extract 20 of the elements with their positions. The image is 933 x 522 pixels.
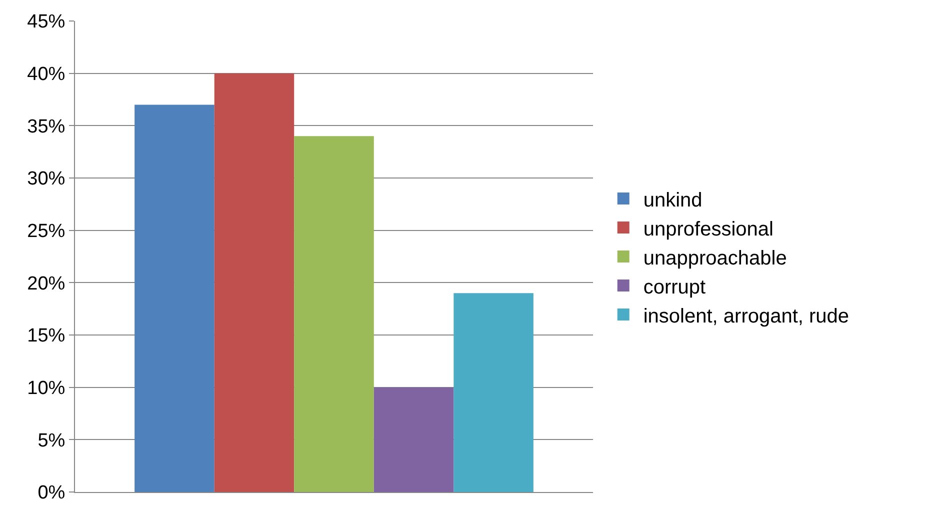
y-tick-label: 35% [27, 116, 66, 138]
y-tick-label: 30% [27, 168, 66, 190]
bar [294, 136, 374, 492]
y-tick-label: 5% [38, 430, 66, 452]
y-tick-label: 15% [27, 326, 66, 347]
bar [214, 73, 294, 492]
legend-label: corrupt [643, 276, 706, 298]
legend-label: unapproachable [643, 247, 787, 270]
legend-label: unkind [643, 189, 702, 212]
legend-label: unprofessional [643, 218, 774, 240]
y-tick-label: 20% [27, 273, 66, 294]
bar [374, 387, 454, 492]
bar [454, 293, 534, 492]
y-tick-label: 10% [27, 378, 66, 399]
y-tick-label: 25% [27, 220, 66, 242]
bar [134, 104, 214, 492]
y-tick-label: 45% [27, 12, 66, 33]
legend-label: insolent, arrogant, rude [643, 305, 850, 328]
y-tick-label: 40% [27, 64, 66, 85]
y-tick-label: 0% [38, 482, 66, 504]
